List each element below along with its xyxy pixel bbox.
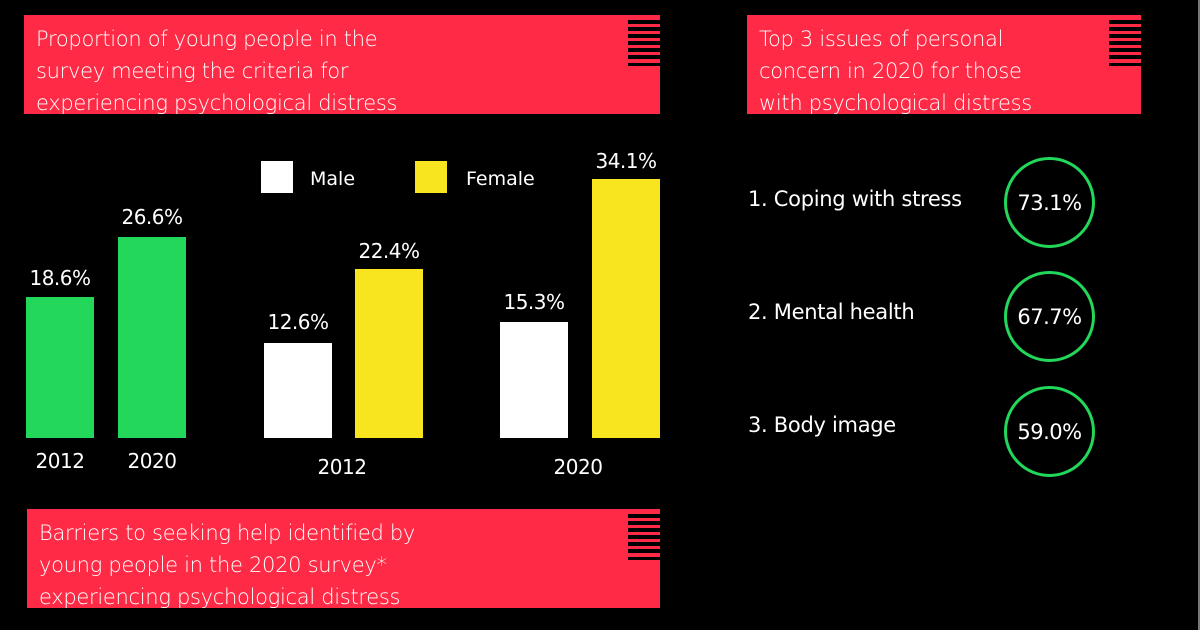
bar-2020-overall (118, 237, 186, 438)
stripes-decoration-icon (628, 514, 660, 564)
issue-value: 67.7% (1017, 304, 1082, 329)
legend-male-label: Male (310, 168, 356, 190)
issue-label: 3. Body image (748, 413, 896, 437)
issue-value-circle: 73.1% (1004, 157, 1095, 248)
bar-2012-female (355, 269, 423, 438)
x-label: 2020 (553, 455, 603, 479)
bar-value-label: 12.6% (267, 310, 329, 334)
issue-value-circle: 67.7% (1004, 271, 1095, 362)
x-label: 2012 (317, 455, 367, 479)
distress-title-panel: Proportion of young people in the survey… (24, 15, 660, 115)
stripes-decoration-icon (628, 20, 660, 70)
right-edge-border (1198, 0, 1200, 630)
x-label: 2012 (35, 449, 85, 473)
bar-value-label: 15.3% (503, 290, 565, 314)
issue-value-circle: 59.0% (1004, 386, 1095, 477)
bar-value-label: 22.4% (358, 239, 420, 263)
bar-2012-overall (26, 297, 94, 438)
barriers-title: Barriers to seeking help identified by y… (39, 521, 416, 609)
issue-label: 2. Mental health (748, 300, 915, 324)
stripes-decoration-icon (1109, 20, 1141, 70)
barriers-title-panel: Barriers to seeking help identified by y… (27, 509, 660, 609)
legend-male-swatch (261, 161, 293, 193)
bar-2020-female (592, 179, 660, 438)
distress-title: Proportion of young people in the survey… (36, 27, 398, 115)
legend-female-label: Female (466, 168, 535, 190)
legend-female-swatch (415, 161, 447, 193)
issue-value: 59.0% (1017, 419, 1082, 444)
bar-2012-male (264, 343, 332, 438)
issue-value: 73.1% (1017, 190, 1082, 215)
bar-value-label: 34.1% (595, 149, 657, 173)
issues-title: Top 3 issues of personal concern in 2020… (759, 27, 1032, 115)
issues-title-panel: Top 3 issues of personal concern in 2020… (747, 15, 1141, 115)
bar-value-label: 26.6% (121, 205, 183, 229)
issue-label: 1. Coping with stress (748, 187, 962, 211)
x-label: 2020 (127, 449, 177, 473)
bar-2020-male (500, 322, 568, 438)
bar-value-label: 18.6% (29, 266, 91, 290)
